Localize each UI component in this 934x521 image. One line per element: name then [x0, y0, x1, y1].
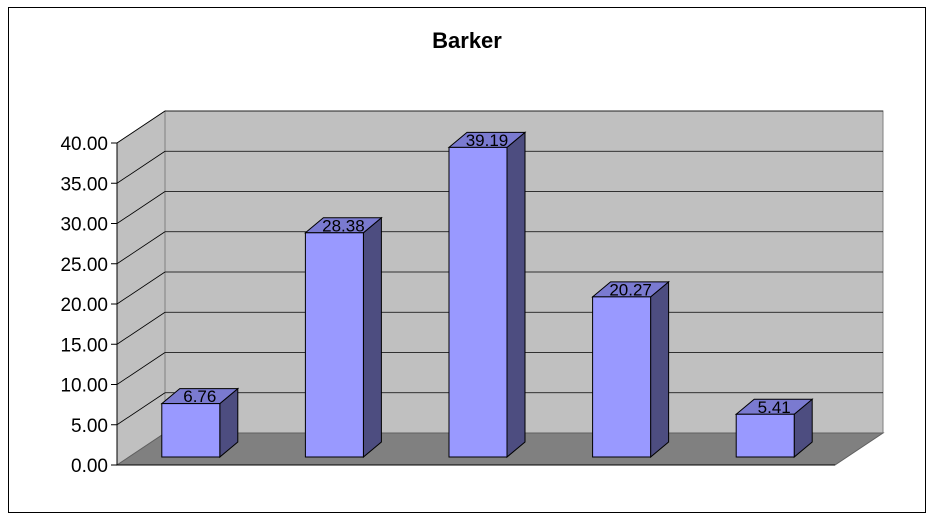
- y-tick-label: 40.00: [60, 134, 108, 155]
- gridline-side: [116, 392, 166, 426]
- bar: [734, 398, 814, 459]
- y-tick-label: 0.00: [71, 456, 108, 477]
- y-tick-label: 15.00: [60, 335, 108, 356]
- bar-side: [362, 216, 382, 459]
- y-tick-label: 30.00: [60, 215, 108, 236]
- gridline-side: [116, 231, 166, 265]
- gridline-side: [116, 150, 166, 184]
- gridline-side: [116, 271, 166, 305]
- bar: [447, 131, 527, 459]
- bar-front: [592, 296, 652, 458]
- data-label: 39.19: [466, 131, 509, 150]
- y-tick-label: 35.00: [60, 174, 108, 195]
- bar-front: [161, 403, 221, 458]
- y-tick-label: 10.00: [60, 376, 108, 397]
- gridline-side: [116, 191, 166, 224]
- gridline-side: [116, 352, 166, 385]
- y-tick-label: 25.00: [60, 255, 108, 276]
- bar: [304, 216, 383, 459]
- bar-front: [304, 232, 364, 458]
- data-label: 6.76: [183, 387, 216, 406]
- data-label: 5.41: [758, 398, 791, 417]
- y-tick-label: 5.00: [71, 416, 108, 437]
- bar: [591, 280, 670, 459]
- chart-title: Barker: [432, 28, 502, 53]
- y-tick-label: 20.00: [60, 295, 108, 316]
- gridline-side: [116, 311, 166, 345]
- bar: [160, 387, 240, 459]
- data-label: 20.27: [609, 280, 652, 299]
- bar-front: [735, 413, 795, 458]
- gridline-side: [116, 110, 166, 144]
- bar-side: [650, 280, 670, 459]
- bar-front: [448, 146, 508, 458]
- data-label: 28.38: [322, 216, 365, 235]
- bar-side: [506, 131, 526, 459]
